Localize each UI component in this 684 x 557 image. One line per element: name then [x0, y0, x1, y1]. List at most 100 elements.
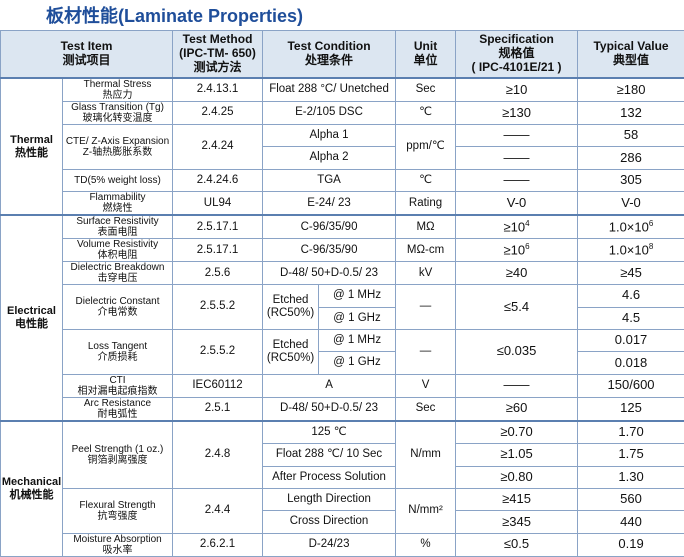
- cell-text: 燃烧性: [63, 203, 172, 214]
- cell-text: 抗弯强度: [63, 511, 172, 522]
- cell-text: 125 ℃: [263, 426, 395, 439]
- cell-text: Loss Tangent: [63, 341, 172, 352]
- cell-text: Test Item: [1, 40, 172, 54]
- cell-text: V-0: [578, 196, 684, 211]
- cell-text: ≥40: [456, 266, 577, 281]
- typical-cell: 560: [578, 488, 684, 510]
- condition-cell: After Process Solution: [263, 466, 396, 488]
- method-cell: UL94: [173, 192, 263, 216]
- method-cell: 2.5.5.2: [173, 285, 263, 330]
- cell-text: ≥106: [456, 242, 577, 258]
- condition-cell: Float 288 ℃/ 10 Sec: [263, 444, 396, 466]
- cell-text: Sec: [396, 402, 455, 415]
- spec-cell: ≥130: [456, 102, 578, 125]
- method-cell: 2.4.24: [173, 125, 263, 170]
- cell-text: Arc Resistance: [63, 398, 172, 409]
- condition-cell: 125 ℃: [263, 421, 396, 444]
- typical-cell: 0.017: [578, 329, 684, 351]
- cell-text: Test Method: [173, 33, 262, 47]
- cell-text: UL94: [173, 197, 262, 210]
- cell-text: Electrical: [1, 305, 62, 318]
- cell-text: 132: [578, 106, 684, 121]
- cell-text: 0.017: [578, 333, 684, 348]
- cell-text: 体积电阻: [63, 250, 172, 261]
- cell-text: ≥0.80: [456, 470, 577, 485]
- cell-text: 典型值: [578, 54, 684, 68]
- cell-text: 击穿电压: [63, 273, 172, 284]
- cell-text: 测试方法: [173, 61, 262, 75]
- condition-cell: TGA: [263, 169, 396, 191]
- cell-text: 305: [578, 173, 684, 188]
- spec-cell: ≥106: [456, 239, 578, 262]
- cell-text: 介质损耗: [63, 352, 172, 363]
- typical-cell: ≥45: [578, 262, 684, 285]
- cell-text: V-0: [456, 196, 577, 211]
- cell-text: CTI: [63, 375, 172, 386]
- method-cell: IEC60112: [173, 374, 263, 397]
- condition-cell: D-48/ 50+D-0.5/ 23: [263, 397, 396, 421]
- value-text: 1.0×10: [609, 242, 649, 257]
- typical-cell: 132: [578, 102, 684, 125]
- condition-cell: @ 1 GHz: [319, 352, 396, 374]
- typical-cell: 305: [578, 169, 684, 191]
- test-item-cell: Glass Transition (Tg)玻璃化转变温度: [63, 102, 173, 125]
- spec-cell: ≥60: [456, 397, 578, 421]
- condition-cell: E-24/ 23: [263, 192, 396, 216]
- method-cell: 2.4.4: [173, 488, 263, 533]
- condition-cell: Cross Direction: [263, 511, 396, 533]
- spec-cell: V-0: [456, 192, 578, 216]
- cell-text: Length Direction: [263, 493, 395, 506]
- cell-text: E-2/105 DSC: [263, 106, 395, 119]
- cell-text: ≥1.05: [456, 447, 577, 462]
- superscript: 4: [525, 219, 529, 228]
- unit-cell: V: [396, 374, 456, 397]
- cell-text: Cross Direction: [263, 515, 395, 528]
- typical-cell: 1.0×108: [578, 239, 684, 262]
- typical-cell: 286: [578, 147, 684, 169]
- condition-cell: Length Direction: [263, 488, 396, 510]
- typical-cell: V-0: [578, 192, 684, 216]
- cell-text: ≥415: [456, 492, 577, 507]
- condition-cell: @ 1 GHz: [319, 307, 396, 329]
- cell-text: 2.5.5.2: [173, 345, 262, 358]
- cell-text: 玻璃化转变温度: [63, 113, 172, 124]
- cell-text: Unit: [396, 40, 455, 54]
- page-title: 板材性能(Laminate Properties): [0, 0, 684, 30]
- spec-cell: ≥0.80: [456, 466, 578, 488]
- typical-cell: 4.6: [578, 285, 684, 307]
- spec-cell: ——: [456, 125, 578, 147]
- cell-text: ——: [456, 151, 577, 166]
- cell-text: 560: [578, 492, 684, 507]
- cell-text: ——: [456, 128, 577, 143]
- cell-text: After Process Solution: [263, 471, 395, 484]
- cell-text: 2.4.24.6: [173, 174, 262, 187]
- unit-cell: ℃: [396, 102, 456, 125]
- cell-text: 2.4.24: [173, 140, 262, 153]
- cell-text: 1.75: [578, 447, 684, 462]
- cell-text: ≥345: [456, 515, 577, 530]
- condition-cell: D-48/ 50+D-0.5/ 23: [263, 262, 396, 285]
- cell-text: CTE/ Z-Axis Expansion: [63, 136, 172, 147]
- typical-cell: 125: [578, 397, 684, 421]
- test-item-cell: Peel Strength (1 oz.)铜箔剥离强度: [63, 421, 173, 489]
- superscript: 6: [525, 242, 529, 251]
- value-text: 1.0×10: [609, 219, 649, 234]
- cell-text: %: [396, 538, 455, 551]
- cell-text: Z-轴热膨胀系数: [63, 147, 172, 158]
